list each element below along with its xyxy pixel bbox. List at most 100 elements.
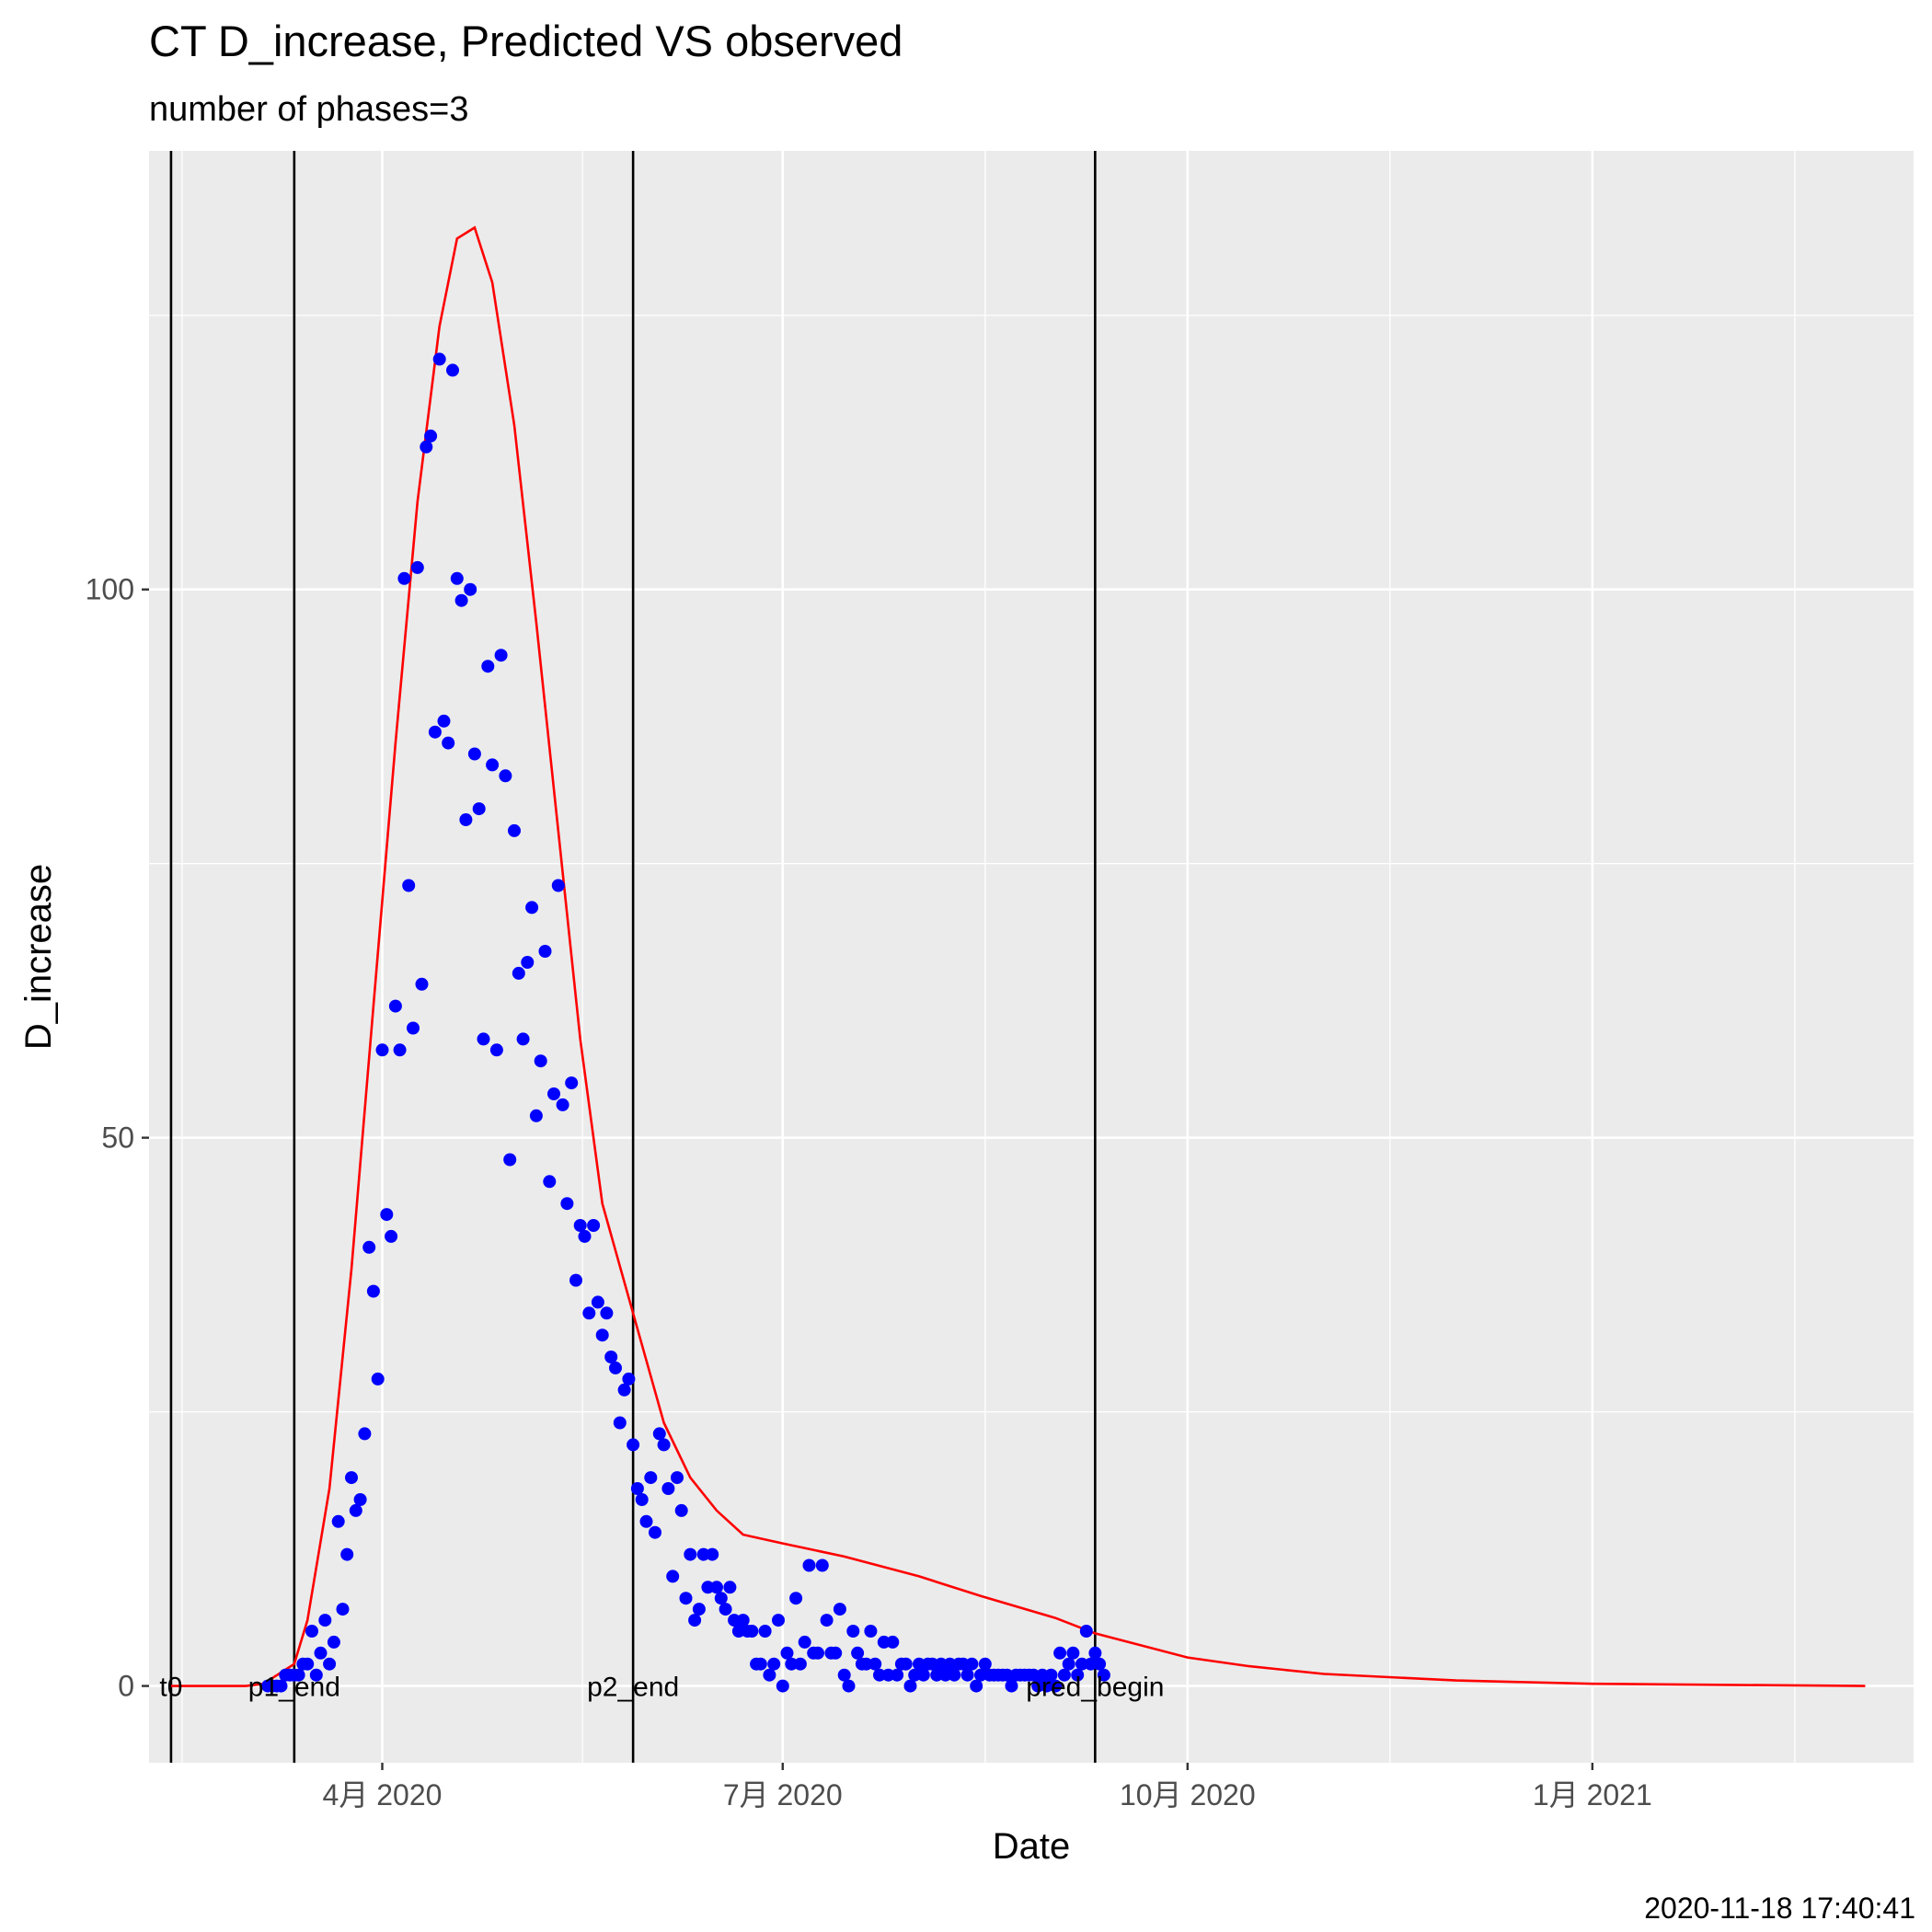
data-point	[714, 1592, 728, 1605]
data-point	[543, 1175, 557, 1189]
data-point	[1079, 1625, 1093, 1638]
data-point	[934, 1657, 948, 1671]
data-point	[657, 1438, 671, 1452]
data-point	[600, 1306, 614, 1320]
phase-labels: t0 p1_end p2_end pred_begin	[159, 1673, 1164, 1703]
data-point	[701, 1581, 715, 1594]
plot-panel	[149, 151, 1914, 1763]
data-point	[516, 1032, 530, 1046]
observed-points	[261, 352, 1110, 1693]
data-point	[859, 1657, 873, 1671]
data-point	[397, 571, 411, 585]
data-point	[388, 999, 402, 1013]
data-point	[1088, 1646, 1102, 1660]
data-point	[437, 714, 451, 728]
data-point	[420, 440, 433, 454]
data-point	[305, 1625, 318, 1638]
data-point	[666, 1570, 680, 1583]
data-point	[635, 1493, 649, 1506]
data-point	[424, 429, 438, 443]
data-point	[336, 1603, 350, 1616]
data-point	[763, 1668, 776, 1682]
data-point	[591, 1295, 604, 1309]
data-point	[1027, 1668, 1041, 1682]
data-point	[1005, 1679, 1018, 1693]
data-point	[903, 1679, 917, 1693]
data-point	[916, 1668, 930, 1682]
x-tick-label: 4月 2020	[323, 1778, 443, 1811]
data-point	[943, 1657, 957, 1671]
data-point	[595, 1328, 609, 1342]
data-point	[569, 1273, 582, 1287]
data-point	[292, 1668, 305, 1682]
data-point	[851, 1646, 865, 1660]
data-point	[833, 1603, 846, 1616]
data-point	[913, 1657, 926, 1671]
data-point	[829, 1646, 843, 1660]
data-point	[489, 1043, 503, 1057]
data-point	[1049, 1679, 1063, 1693]
data-point	[318, 1614, 332, 1627]
data-point	[868, 1657, 882, 1671]
data-point	[688, 1614, 702, 1627]
data-point	[753, 1657, 767, 1671]
data-point	[978, 1657, 992, 1671]
data-point	[309, 1668, 323, 1682]
data-point	[684, 1547, 697, 1561]
data-point	[481, 660, 495, 673]
data-point	[842, 1679, 856, 1693]
data-point	[362, 1240, 376, 1254]
data-point	[446, 363, 459, 377]
y-tick-label: 0	[118, 1670, 134, 1703]
data-point	[442, 736, 455, 750]
data-point	[459, 813, 473, 826]
data-point	[525, 901, 539, 914]
data-point	[802, 1558, 816, 1572]
data-point	[661, 1482, 675, 1495]
data-point	[340, 1547, 354, 1561]
data-point	[450, 571, 464, 585]
data-point	[331, 1514, 345, 1528]
data-point	[529, 1109, 543, 1122]
data-point	[758, 1625, 772, 1638]
data-point	[776, 1679, 789, 1693]
data-point	[846, 1625, 860, 1638]
data-point	[785, 1657, 799, 1671]
data-point	[679, 1592, 693, 1605]
data-point	[1071, 1668, 1085, 1682]
data-point	[627, 1438, 640, 1452]
data-point	[402, 879, 416, 892]
phase-label-p2_end: p2_end	[587, 1673, 679, 1703]
x-tick-label: 10月 2020	[1120, 1778, 1256, 1811]
data-point	[965, 1657, 979, 1671]
data-point	[671, 1471, 684, 1485]
data-point	[811, 1646, 824, 1660]
data-point	[789, 1592, 803, 1605]
data-point	[736, 1614, 750, 1627]
data-point	[1062, 1657, 1075, 1671]
data-point	[407, 1021, 420, 1035]
data-point	[1044, 1668, 1058, 1682]
data-point	[970, 1679, 983, 1693]
data-point	[820, 1614, 834, 1627]
data-point	[609, 1361, 622, 1374]
data-point	[508, 823, 521, 837]
y-axis-title: D_increase	[18, 864, 59, 1050]
data-point	[604, 1351, 618, 1363]
data-point	[415, 977, 429, 991]
data-point	[578, 1229, 592, 1243]
data-point	[723, 1581, 737, 1594]
y-axis: 0 50 100	[86, 573, 149, 1703]
data-point	[891, 1668, 904, 1682]
data-point	[613, 1416, 627, 1430]
data-point	[486, 758, 500, 772]
data-point	[767, 1657, 781, 1671]
data-point	[432, 352, 446, 366]
data-point	[948, 1668, 961, 1682]
data-point	[477, 1032, 490, 1046]
data-point	[410, 560, 424, 574]
data-point	[974, 1668, 987, 1682]
data-point	[1053, 1646, 1067, 1660]
grid-lines	[149, 151, 1914, 1763]
